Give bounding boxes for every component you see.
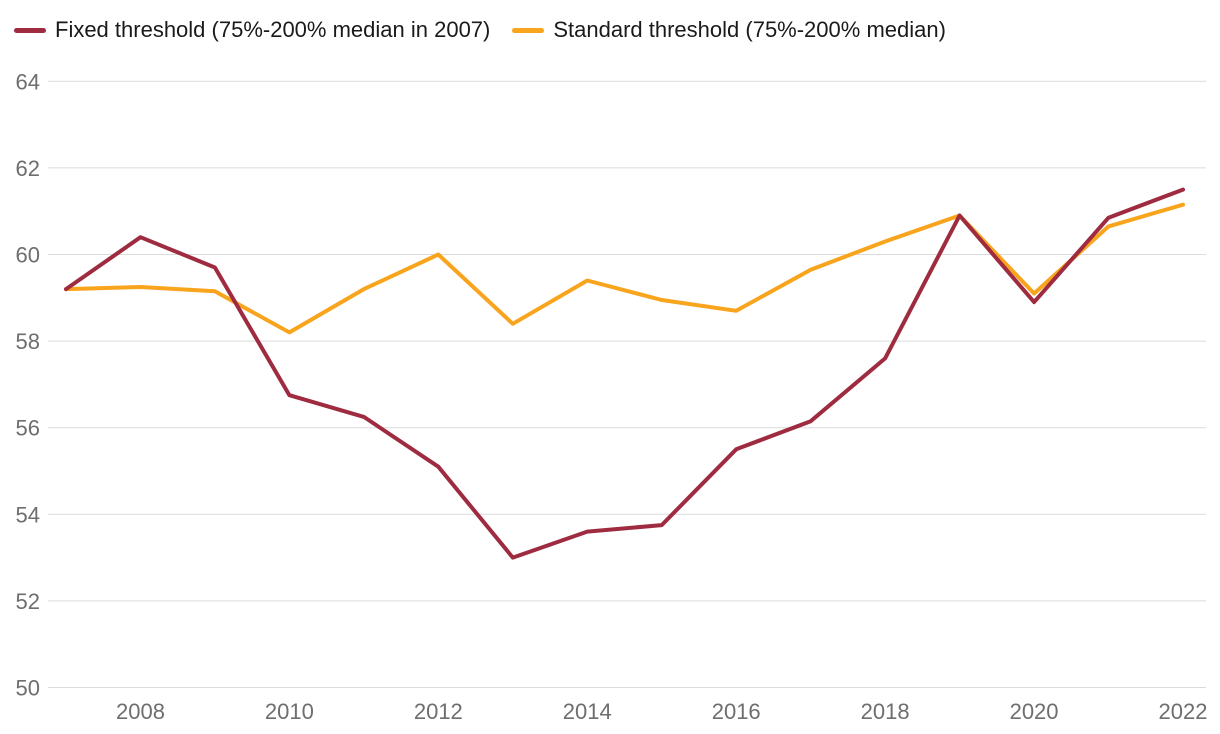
x-tick-label: 2008	[116, 699, 165, 724]
x-tick-label: 2020	[1010, 699, 1059, 724]
x-tick-label: 2018	[861, 699, 910, 724]
y-tick-label: 60	[16, 243, 40, 268]
legend-item-fixed-threshold: Fixed threshold (75%-200% median in 2007…	[14, 17, 490, 43]
series-line-fixed-threshold	[64, 187, 1185, 560]
y-tick-label: 56	[16, 416, 40, 441]
series-line-standard-threshold	[64, 202, 1185, 335]
legend: Fixed threshold (75%-200% median in 2007…	[14, 17, 946, 43]
fixed-threshold-line-swatch-icon	[14, 27, 46, 33]
legend-label-standard-threshold: Standard threshold (75%-200% median)	[553, 17, 946, 42]
y-tick-label: 52	[16, 589, 40, 614]
y-tick-label: 50	[16, 676, 40, 701]
x-tick-label: 2022	[1159, 699, 1208, 724]
standard-threshold-line-swatch-icon	[512, 27, 545, 33]
y-tick-label: 62	[16, 156, 40, 181]
x-tick-label: 2014	[563, 699, 612, 724]
x-tick-label: 2016	[712, 699, 761, 724]
legend-item-standard-threshold: Standard threshold (75%-200% median)	[512, 17, 946, 43]
x-tick-label: 2012	[414, 699, 463, 724]
x-tick-label: 2010	[265, 699, 314, 724]
y-tick-label: 54	[16, 502, 40, 527]
y-tick-label: 58	[16, 329, 40, 354]
y-tick-label: 64	[16, 69, 40, 94]
legend-label-fixed-threshold: Fixed threshold (75%-200% median in 2007…	[55, 17, 491, 42]
